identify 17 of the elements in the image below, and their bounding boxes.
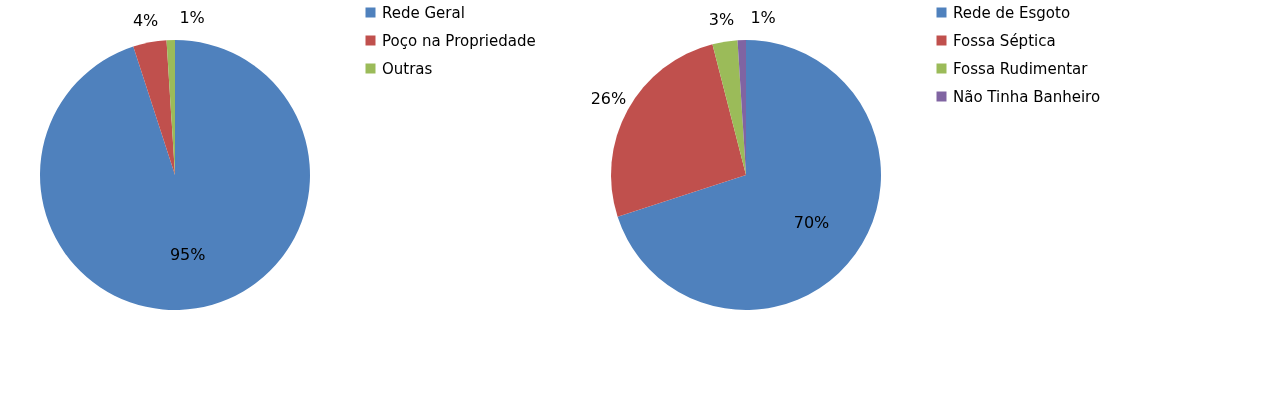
legend-label: Rede Geral [382,3,465,22]
pie-slice [40,40,310,310]
data-label: 3% [708,9,735,29]
data-label: 26% [590,89,627,109]
data-label: 95% [169,245,206,264]
legend-label: Rede de Esgoto [953,3,1071,22]
pie-slice [712,40,746,175]
legend-label: Poço na Propriedade [382,31,536,50]
legend-label: Fossa Séptica [953,31,1056,50]
data-label: 4% [132,10,159,30]
legend-label: Fossa Rudimentar [953,59,1089,78]
legend-label: Não Tinha Banheiro [953,87,1101,106]
data-label: 70% [793,212,830,232]
pie-slice [133,40,175,175]
legend-label: Outras [382,59,433,78]
data-label: 1% [750,8,776,28]
data-label: 1% [179,8,205,28]
